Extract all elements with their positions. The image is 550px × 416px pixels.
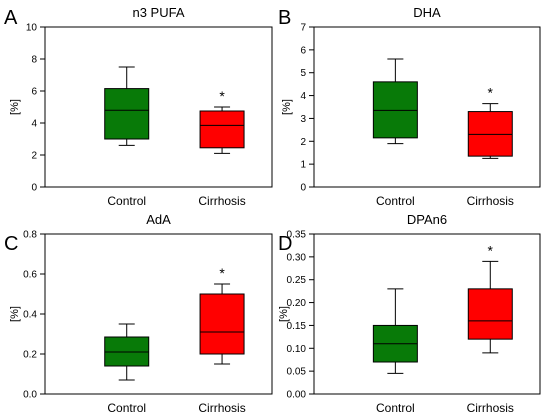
category-label: Cirrhosis	[198, 401, 245, 415]
y-tick-label: 7	[300, 23, 306, 34]
y-tick-label: 0.35	[287, 230, 307, 241]
y-tick-label: 0.4	[23, 310, 37, 321]
y-tick-label: 4	[300, 91, 306, 102]
panel-letter: B	[278, 7, 291, 29]
y-tick-label: 0.2	[23, 350, 37, 361]
y-axis-label: [%]	[9, 306, 21, 322]
panel-title: DHA	[413, 5, 441, 20]
y-tick-label: 6	[31, 87, 37, 98]
iqr-box	[372, 81, 418, 139]
box-control: Control	[104, 66, 150, 208]
panel-letter: C	[4, 233, 18, 255]
panel-letter: A	[4, 7, 18, 29]
y-tick-label: 0.30	[287, 252, 307, 263]
y-axis-label: [%]	[278, 306, 290, 322]
category-label: Cirrhosis	[467, 401, 514, 415]
box-cirrhosis: * Cirrhosis	[198, 88, 245, 208]
panel-title: AdA	[146, 212, 171, 227]
box-cirrhosis: * Cirrhosis	[467, 242, 514, 415]
category-label: Control	[376, 401, 415, 415]
y-tick-label: 0.15	[287, 321, 307, 332]
panel-d: D DPAn6 0.00 0.05 0.10 0.15 0.20 0.25 0.30 0.35 [%…	[278, 212, 541, 415]
panel-title: DPAn6	[407, 212, 447, 227]
y-tick-label: 1	[300, 160, 306, 171]
iqr-box	[199, 110, 245, 149]
box-cirrhosis: * Cirrhosis	[198, 265, 245, 415]
y-tick-label: 0.10	[287, 344, 307, 355]
y-tick-label: 5	[300, 68, 306, 79]
plot-frame	[313, 233, 541, 395]
y-tick-label: 0.20	[287, 298, 307, 309]
box-cirrhosis: * Cirrhosis	[467, 85, 514, 208]
iqr-box	[104, 88, 150, 140]
panel-letter: D	[278, 233, 292, 255]
iqr-box	[467, 288, 513, 340]
iqr-box	[467, 111, 513, 157]
y-axis-label: [%]	[281, 99, 293, 115]
box-control: Control	[104, 323, 150, 415]
y-tick-label: 2	[31, 151, 37, 162]
y-axis-label: [%]	[9, 99, 21, 115]
significance-marker: *	[488, 85, 494, 101]
plot-frame	[44, 26, 273, 188]
category-label: Control	[376, 194, 415, 208]
y-tick-label: 0.05	[287, 367, 307, 378]
plot-frame	[313, 26, 541, 188]
category-label: Control	[107, 401, 146, 415]
y-tick-label: 3	[300, 114, 306, 125]
box-control: Control	[372, 58, 418, 208]
category-label: Control	[107, 194, 146, 208]
y-tick-label: 0.00	[287, 390, 307, 401]
y-tick-label: 0	[31, 183, 37, 194]
y-tick-label: 6	[300, 45, 306, 56]
y-tick-label: 0.25	[287, 275, 307, 286]
panel-c: C AdA 0.0 0.2 0.4 0.6 0.8 [%] Control * Cirrhosis	[4, 212, 273, 415]
significance-marker: *	[488, 242, 494, 258]
y-tick-label: 0.6	[23, 270, 37, 281]
significance-marker: *	[219, 265, 225, 281]
box-control: Control	[372, 288, 418, 415]
y-tick-label: 2	[300, 137, 306, 148]
y-tick-label: 8	[31, 55, 37, 66]
panel-b: B DHA 0 1 2 3 4 5 6 7 [%] Control * Cirrhosis	[278, 5, 541, 208]
y-tick-label: 0	[300, 183, 306, 194]
y-tick-label: 4	[31, 119, 37, 130]
y-tick-label: 0.0	[23, 390, 37, 401]
panel-title: n3 PUFA	[132, 5, 184, 20]
iqr-box	[199, 293, 245, 355]
y-tick-label: 10	[26, 23, 38, 34]
significance-marker: *	[219, 88, 225, 104]
category-label: Cirrhosis	[467, 194, 514, 208]
category-label: Cirrhosis	[198, 194, 245, 208]
y-tick-label: 0.8	[23, 230, 37, 241]
